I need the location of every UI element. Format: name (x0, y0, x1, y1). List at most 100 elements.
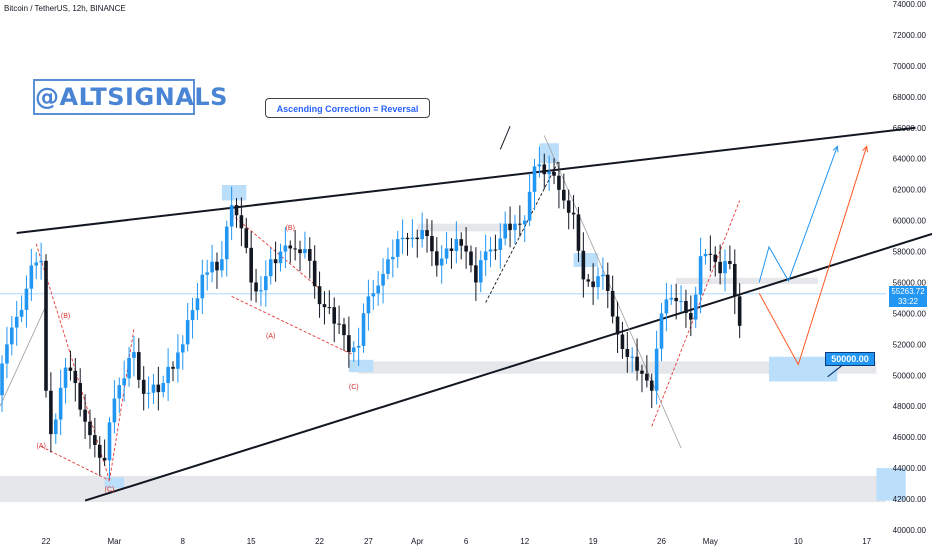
candle-up (29, 265, 34, 289)
candle-down (97, 444, 102, 458)
candle-down (312, 260, 317, 287)
candle-up (503, 223, 507, 239)
y-tick-label: 50000.00 (893, 371, 927, 380)
candle-down (708, 253, 713, 255)
candle-up (278, 251, 283, 264)
upper-wedge-line (16, 126, 916, 234)
candle-up (107, 422, 112, 461)
y-tick-label: 52000.00 (893, 340, 927, 349)
candle-down (327, 307, 332, 309)
candle-down (415, 237, 420, 240)
resistance-band (676, 277, 818, 285)
y-tick-label: 64000.00 (893, 155, 927, 164)
candle-down (474, 265, 478, 283)
candle-down (342, 324, 346, 336)
candle-down (93, 435, 97, 445)
candle-down (732, 263, 737, 297)
y-tick-label: 74000.00 (893, 0, 927, 9)
candle-down (171, 366, 175, 369)
wave-line (35, 243, 110, 481)
candle-up (122, 378, 126, 386)
candle-up (166, 366, 170, 384)
candle-up (34, 262, 39, 266)
wave-line (109, 328, 135, 481)
candle-down (689, 313, 693, 320)
candle-down (317, 286, 322, 305)
candle-down (508, 223, 512, 231)
candle-up (146, 392, 151, 394)
candle-up (537, 164, 542, 167)
target-price-tag: 50000.00 (825, 352, 875, 366)
x-tick-label: Apr (411, 537, 424, 546)
candle-up (283, 245, 288, 252)
candle-up (127, 357, 131, 379)
candle-down (625, 348, 630, 357)
candle-up (498, 238, 503, 250)
wave-label: (B) (61, 313, 70, 320)
candle-up (0, 363, 4, 396)
candle-up (5, 344, 9, 364)
candle-down (298, 249, 302, 254)
candle-down (307, 249, 312, 261)
price-axis: 74000.00 72000.00 70000.00 68000.00 66000.00… (893, 0, 927, 535)
x-tick-label: 26 (657, 537, 666, 546)
candle-down (68, 367, 73, 371)
candle-up (391, 256, 395, 260)
candle-down (254, 282, 258, 292)
candle-up (117, 385, 122, 399)
candle-up (356, 345, 361, 348)
candle-up (664, 299, 669, 314)
candle-down (518, 223, 522, 225)
x-tick-label: 22 (315, 537, 324, 546)
candle-down (640, 370, 644, 374)
candle-up (596, 276, 600, 288)
candle-up (205, 272, 210, 275)
candle-up (703, 253, 708, 257)
x-tick-label: Mar (107, 537, 121, 546)
support-dashed-line (485, 160, 560, 303)
candle-down (244, 228, 249, 248)
candle-down (347, 335, 351, 353)
candle-down (586, 279, 591, 282)
candle-down (649, 380, 654, 391)
candle-up (63, 367, 68, 388)
y-tick-label: 66000.00 (893, 124, 927, 133)
low-zone-1 (104, 477, 125, 489)
candle-up (200, 274, 205, 299)
candle-down (141, 379, 146, 394)
candle-down (674, 297, 678, 302)
x-tick-label: 6 (464, 537, 469, 546)
candle-down (557, 175, 561, 190)
target-band (358, 361, 877, 374)
countdown-timer: 33:22 (897, 297, 919, 306)
candle-up (698, 256, 703, 295)
wave-label: (A) (36, 443, 45, 450)
time-axis: 22 Mar 8 15 22 27 Apr 6 12 19 26 May 10 17 (42, 537, 872, 546)
range-band (417, 223, 511, 232)
candle-down (239, 215, 244, 229)
candle-up (24, 288, 29, 310)
candle-down (469, 251, 473, 266)
candle-up (454, 239, 459, 251)
candle-up (532, 166, 537, 192)
candle-down (83, 409, 87, 422)
candle-up (630, 356, 634, 358)
x-tick-label: 19 (589, 537, 598, 546)
candle-down (435, 251, 439, 266)
y-tick-label: 40000.00 (893, 526, 927, 535)
candle-down (156, 384, 161, 393)
y-tick-label: 48000.00 (893, 402, 927, 411)
candle-up (444, 248, 449, 259)
candle-down (102, 457, 107, 461)
candle-up (259, 290, 263, 292)
candle-up (210, 261, 214, 273)
candle-up (58, 387, 63, 420)
low-zone-2 (348, 359, 374, 373)
candle-up (547, 171, 551, 175)
y-tick-label: 42000.00 (893, 495, 927, 504)
x-tick-label: 22 (42, 537, 51, 546)
chart-title: Bitcoin / TetherUS, 12h, BINANCE (4, 4, 126, 13)
red-projection (758, 146, 868, 366)
candle-up (176, 352, 180, 369)
